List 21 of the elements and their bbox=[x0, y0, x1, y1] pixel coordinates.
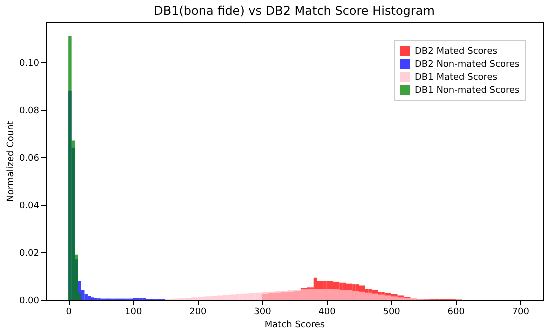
legend-label: DB1 Mated Scores bbox=[415, 73, 498, 83]
x-tick-label: 700 bbox=[512, 308, 530, 318]
x-tick-label: 100 bbox=[125, 308, 142, 318]
y-tick-label: 0.04 bbox=[19, 201, 40, 212]
x-tick-label: 200 bbox=[190, 308, 208, 318]
y-tick-label: 0.08 bbox=[19, 106, 40, 116]
chart-title: DB1(bona fide) vs DB2 Match Score Histogram bbox=[154, 4, 435, 18]
y-tick-label: 0.10 bbox=[19, 58, 40, 69]
legend-label: DB1 Non-mated Scores bbox=[415, 86, 520, 96]
x-tick-label: 400 bbox=[318, 308, 336, 318]
legend-label: DB2 Mated Scores bbox=[415, 47, 498, 57]
x-tick-label: 600 bbox=[448, 308, 466, 318]
x-tick-label: 300 bbox=[254, 308, 272, 318]
legend-label: DB2 Non-mated Scores bbox=[415, 60, 520, 70]
y-tick-label: 0.02 bbox=[19, 248, 40, 259]
y-tick-label: 0.00 bbox=[19, 296, 40, 306]
x-tick-label: 500 bbox=[383, 308, 401, 318]
y-tick-label: 0.06 bbox=[19, 154, 40, 164]
x-tick-label: 0 bbox=[66, 308, 72, 318]
y-axis-title: Normalized Count bbox=[6, 120, 16, 202]
x-axis-title: Match Scores bbox=[264, 320, 326, 330]
